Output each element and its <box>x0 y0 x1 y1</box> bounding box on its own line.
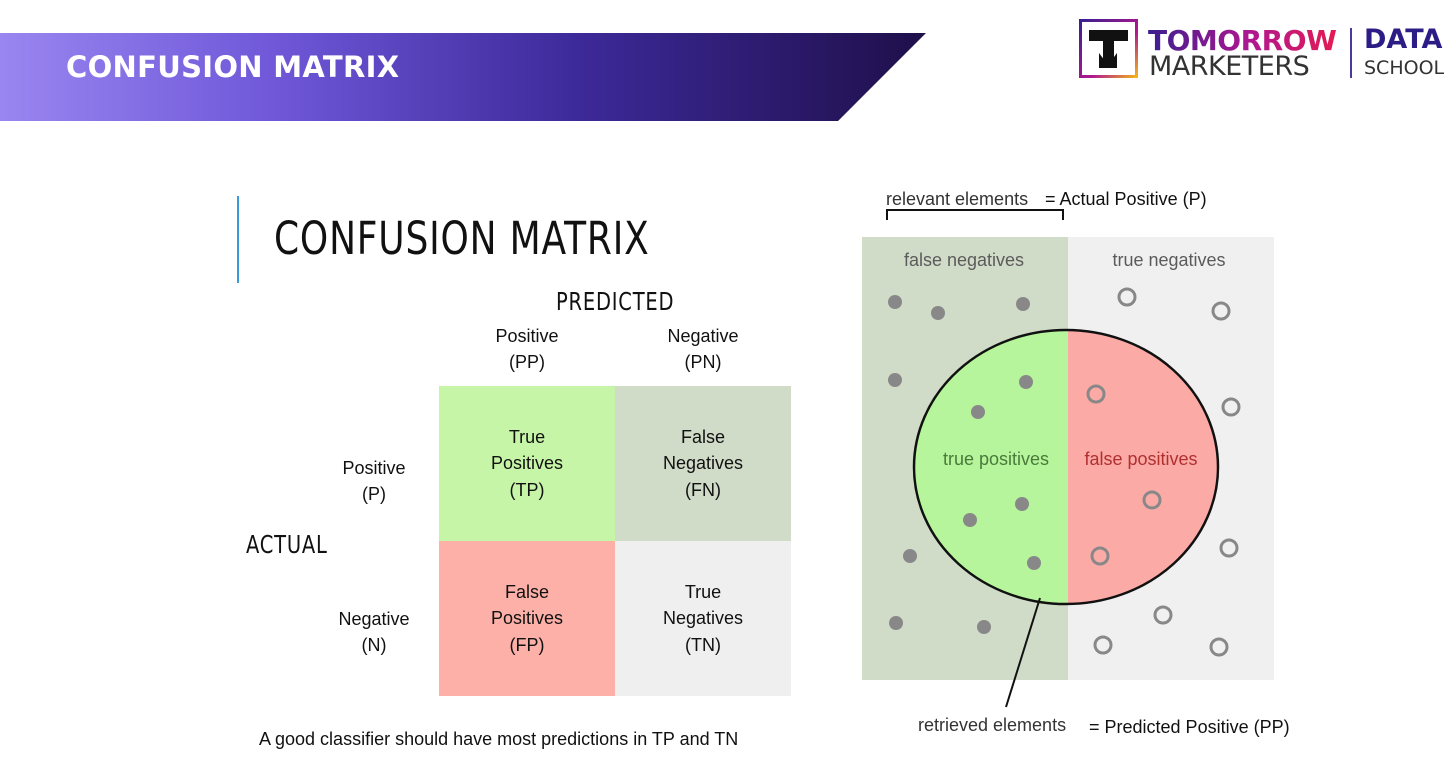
non-relevant-dot <box>1090 546 1110 566</box>
non-relevant-dot <box>1142 490 1162 510</box>
retrieved-pointer <box>1005 597 1041 708</box>
non-relevant-dot <box>1117 287 1137 307</box>
relevant-dot <box>888 295 902 309</box>
logo-text-data: DATA <box>1364 24 1443 55</box>
relevant-elements-label: relevant elements <box>886 189 1028 209</box>
non-relevant-dot <box>1209 637 1229 657</box>
retrieved-circle <box>912 328 1220 606</box>
predicted-positive-label: = Predicted Positive (PP) <box>1089 717 1290 737</box>
section-heading: CONFUSION MATRIX <box>274 212 650 265</box>
column-header-negative: Negative (PN) <box>667 326 739 372</box>
false-positives-region <box>1068 330 1218 604</box>
cell-false-negatives: False Negatives (FN) <box>615 386 791 541</box>
relevant-dot <box>1019 375 1033 389</box>
relevant-dot <box>1015 497 1029 511</box>
cell-true-positives: True Positives (TP) <box>439 386 615 541</box>
footer-note: A good classifier should have most predi… <box>259 729 739 749</box>
row-header-positive: Positive (P) <box>342 458 406 504</box>
title-banner <box>0 33 926 121</box>
logo-text-marketers: MARKETERS <box>1149 51 1310 82</box>
logo-divider <box>1350 28 1352 78</box>
relevant-dot <box>971 405 985 419</box>
true-positives-region <box>914 330 1068 604</box>
relevant-dot <box>1016 297 1030 311</box>
actual-axis-label: ACTUAL <box>246 530 328 559</box>
relevant-dot <box>977 620 991 634</box>
non-relevant-dot <box>1211 301 1231 321</box>
non-relevant-dots <box>1086 287 1241 657</box>
relevant-dots <box>888 295 1041 634</box>
non-relevant-dot <box>1086 384 1106 404</box>
row-header-negative: Negative (N) <box>338 609 410 655</box>
actual-positive-label: = Actual Positive (P) <box>1045 189 1207 209</box>
relevant-dot <box>931 306 945 320</box>
logo-text-tomorrow: TOMORROW <box>1148 24 1337 57</box>
banner-title: CONFUSION MATRIX <box>66 50 400 84</box>
relevant-bracket <box>886 209 1064 220</box>
non-relevant-dot <box>1221 397 1241 417</box>
retrieved-elements-label: retrieved elements <box>918 715 1066 735</box>
false-positives-label: false positives <box>1084 449 1197 469</box>
cell-true-negatives: True Negatives (TN) <box>615 541 791 696</box>
tomorrow-marketers-logo-icon <box>1079 19 1138 78</box>
column-header-positive: Positive (PP) <box>495 326 559 372</box>
non-relevant-dot <box>1093 635 1113 655</box>
relevant-dot <box>903 549 917 563</box>
relevant-dot <box>889 616 903 630</box>
true-positives-label: true positives <box>943 449 1049 469</box>
relevant-dot <box>963 513 977 527</box>
cell-false-positives: False Positives (FP) <box>439 541 615 696</box>
false-negatives-label: false negatives <box>904 250 1024 270</box>
true-negatives-label: true negatives <box>1112 250 1225 270</box>
relevant-dot <box>1027 556 1041 570</box>
heading-accent-bar <box>237 196 239 283</box>
predicted-axis-label: PREDICTED <box>556 287 675 316</box>
relevant-dot <box>888 373 902 387</box>
non-relevant-dot <box>1153 605 1173 625</box>
non-relevant-dot <box>1219 538 1239 558</box>
logo-text-school: SCHOOL <box>1364 57 1445 79</box>
